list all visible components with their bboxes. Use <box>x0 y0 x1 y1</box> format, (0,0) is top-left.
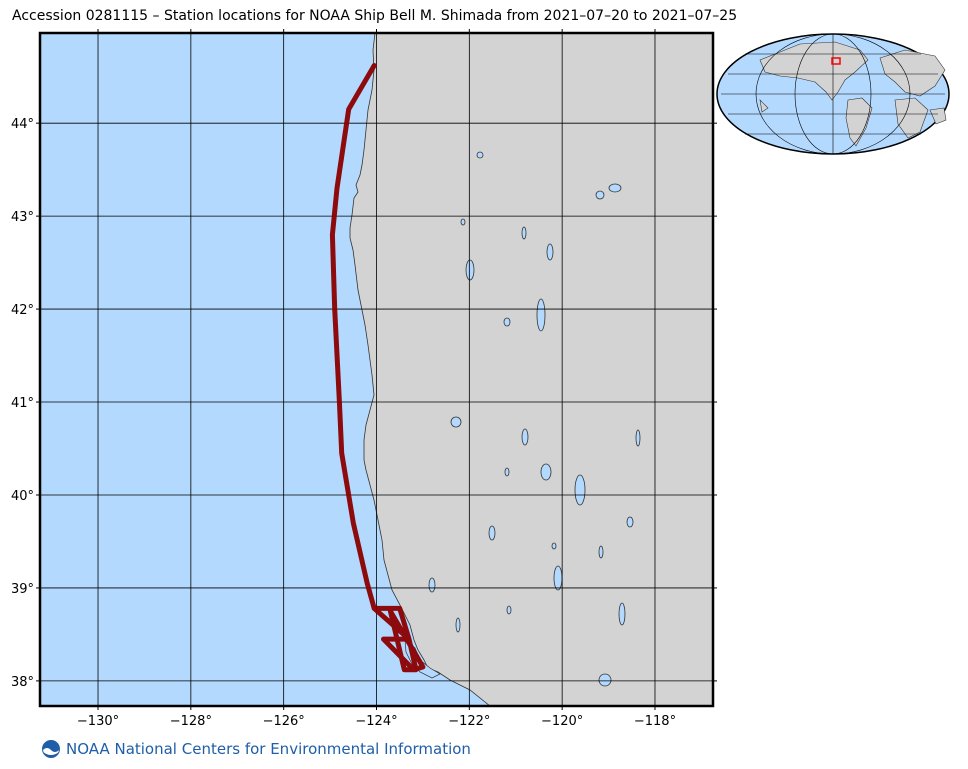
lon-tick-label: −130° <box>77 714 119 729</box>
footer-org-name[interactable]: NOAA National Centers for Environmental … <box>66 740 471 758</box>
lat-tick-label: 42° <box>11 303 34 318</box>
lat-tick-label: 41° <box>11 396 34 411</box>
map-title: Accession 0281115 – Station locations fo… <box>12 8 738 24</box>
lat-tick-label: 38° <box>11 675 34 690</box>
lon-tick-label: −122° <box>448 714 490 729</box>
noaa-logo-icon[interactable] <box>42 740 60 758</box>
inset-highlight-box <box>831 57 841 65</box>
lon-tick-label: −118° <box>634 714 676 729</box>
lat-tick-label: 39° <box>11 582 34 597</box>
graticule <box>40 33 713 706</box>
footer: NOAA National Centers for Environmental … <box>42 738 471 760</box>
lat-tick-label: 40° <box>11 489 34 504</box>
lat-tick-label: 43° <box>11 210 34 225</box>
lat-tick-label: 44° <box>11 117 34 132</box>
axis-ticks <box>36 29 717 710</box>
lon-tick-label: −126° <box>263 714 305 729</box>
axis-tick-labels: −130° −128° −126° −124° −122° −120° −118° 38° 39… <box>11 117 676 729</box>
lon-tick-label: −124° <box>355 714 397 729</box>
land-mass <box>349 33 713 706</box>
world-inset-map-icon <box>716 33 950 155</box>
ship-track[interactable] <box>329 63 426 673</box>
lon-tick-label: −128° <box>170 714 212 729</box>
lakes <box>428 151 641 687</box>
lon-tick-label: −120° <box>541 714 583 729</box>
